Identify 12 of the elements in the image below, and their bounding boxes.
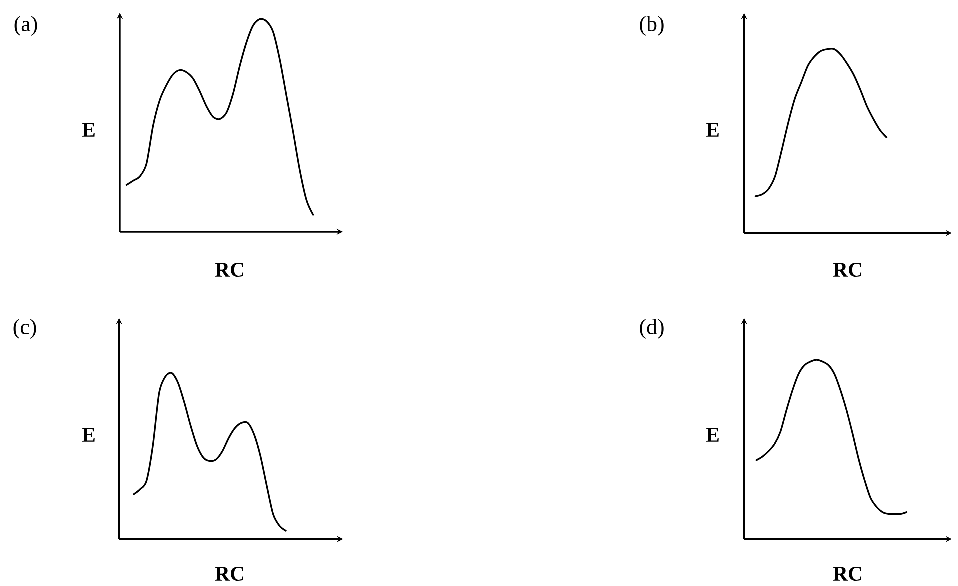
y-axis-title: E: [82, 428, 95, 442]
chart-title: (a): [14, 16, 38, 36]
y-axis-title: E: [82, 123, 95, 137]
x-axis-title: RC: [833, 566, 862, 582]
chart-title: (c): [14, 319, 36, 339]
y-axis-title: E: [706, 123, 719, 137]
y-axis-title: E: [706, 428, 719, 442]
x-axis-title: RC: [833, 262, 862, 278]
x-axis-title: RC: [215, 566, 244, 582]
chart-title: (b): [640, 16, 664, 36]
chart-title: (d): [640, 319, 664, 339]
x-axis-title: RC: [215, 262, 244, 278]
